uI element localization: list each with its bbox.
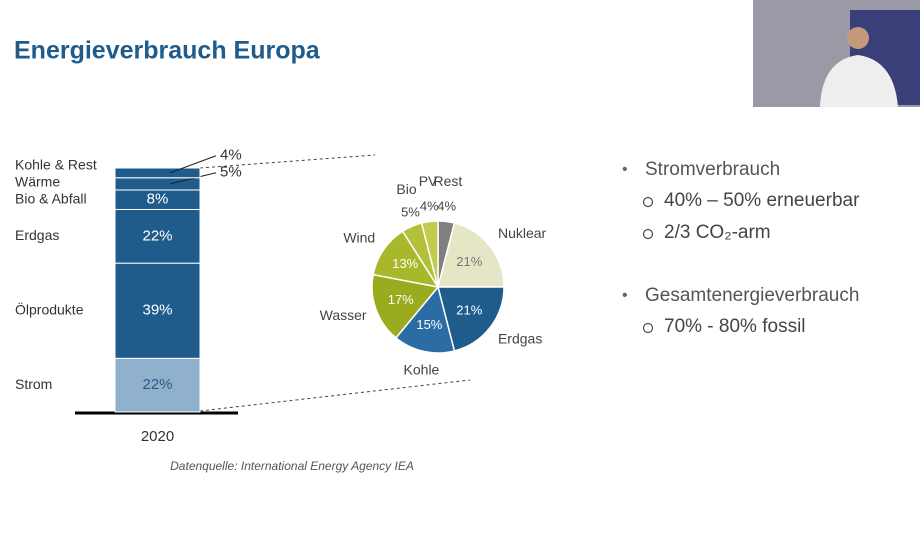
bullet-marker: • <box>622 287 628 304</box>
bullet-text: Gesamtenergieverbrauch <box>645 285 859 306</box>
segment-name: Erdgas <box>15 227 59 243</box>
segment-name: Wärme <box>15 173 60 189</box>
data-label: 22% <box>142 376 172 393</box>
source-note: Datenquelle: International Energy Agency… <box>170 459 414 473</box>
bullet-marker: • <box>622 161 628 178</box>
data-label: 4% <box>437 199 456 214</box>
slide-title: Energieverbrauch Europa <box>14 37 321 65</box>
slice-name: Nuklear <box>498 225 547 241</box>
pie-slice <box>420 220 439 288</box>
sub-bullet-marker <box>642 322 654 334</box>
data-label: 5% <box>220 164 242 181</box>
data-label: 4% <box>420 199 439 214</box>
sub-bullet-marker <box>642 196 654 208</box>
webcam-body <box>820 55 898 107</box>
segment-name: Strom <box>15 376 52 392</box>
webcam <box>753 0 920 107</box>
slice-name: Erdgas <box>498 330 542 346</box>
pie-slice <box>371 273 440 339</box>
data-label: 22% <box>142 227 172 244</box>
segment-name: Ölprodukte <box>15 300 84 317</box>
sub-bullet-text: 70% - 80% fossil <box>664 316 806 337</box>
bar-segment <box>114 262 201 359</box>
pie-slice <box>394 285 456 354</box>
webcam-head <box>847 27 869 49</box>
bullet-text: Stromverbrauch <box>645 159 780 180</box>
sub-bullet-text: 40% – 50% erneuerbar <box>664 190 860 211</box>
data-label: 39% <box>142 302 172 319</box>
leader-line <box>169 155 217 174</box>
x-tick-label: 2020 <box>141 428 174 445</box>
sub-bullet-text: 2/3 CO₂-arm <box>664 222 771 243</box>
data-label: 21% <box>456 254 482 269</box>
data-label: 4% <box>220 147 242 164</box>
data-label: 8% <box>147 191 169 208</box>
data-label: 15% <box>416 317 442 332</box>
leader-line <box>169 172 217 185</box>
zoom-line <box>199 154 376 169</box>
pie-slice <box>437 286 505 352</box>
data-label: 13% <box>392 256 418 271</box>
sub-bullet-marker <box>642 228 654 240</box>
segment-name: Bio & Abfall <box>15 190 87 206</box>
bar-segment <box>114 208 201 264</box>
data-label: 21% <box>456 303 482 318</box>
data-label: 5% <box>401 205 420 220</box>
slice-name: PV <box>419 173 438 189</box>
segment-name: Kohle & Rest <box>15 156 97 172</box>
slice-name: Kohle <box>404 361 440 377</box>
data-label: 17% <box>388 292 414 307</box>
slice-name: Bio <box>396 181 416 197</box>
slice-name: Wasser <box>320 307 367 323</box>
bar-segment <box>114 167 201 179</box>
pie-slice <box>437 222 505 288</box>
slice-name: Rest <box>434 173 463 189</box>
bullet-list: • Stromverbrauch 40% – 50% erneuerbar 2/3 C… <box>622 159 860 337</box>
slice-name: Wind <box>343 229 375 245</box>
